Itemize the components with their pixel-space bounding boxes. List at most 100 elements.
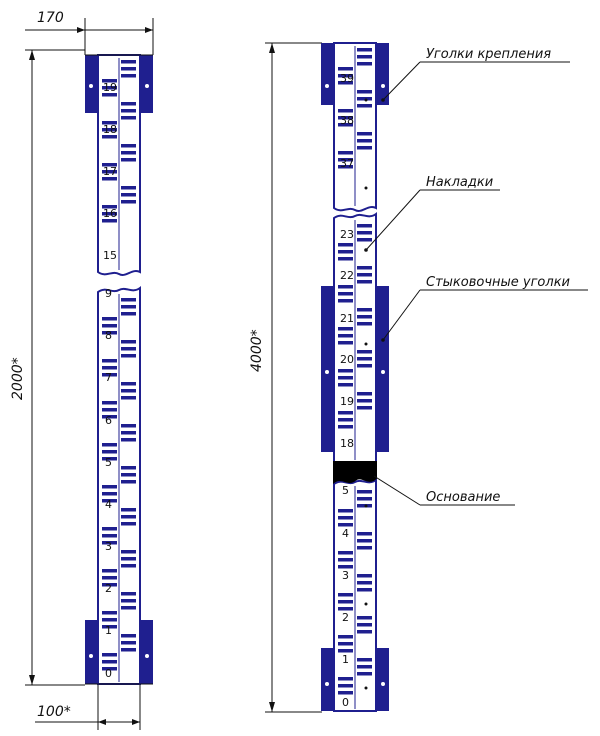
scale-tick	[102, 219, 117, 223]
left-rod-number: 19	[103, 81, 117, 94]
scale-tick	[102, 499, 117, 503]
scale-tick	[357, 273, 372, 277]
scale-tick	[357, 616, 372, 620]
scale-tick	[357, 588, 372, 592]
scale-tick	[102, 128, 117, 132]
scale-tick	[102, 653, 117, 657]
scale-tick	[102, 79, 117, 83]
scale-tick	[102, 93, 117, 97]
scale-tick	[121, 298, 136, 302]
scale-tick	[338, 551, 353, 555]
scale-tick	[121, 480, 136, 484]
right-rod: 39 38 37 23 22 21 20 19 18 5 4 3 2 1 0	[321, 42, 389, 712]
scale-tick	[357, 490, 372, 494]
callout-mounting-brackets: Уголки крепления	[426, 47, 551, 62]
scale-tick	[338, 292, 353, 296]
left-rod-number: 9	[105, 287, 112, 300]
right-mounting-bracket-top	[321, 43, 389, 105]
scale-tick	[121, 109, 136, 113]
callout-joint-brackets: Стыковочные уголки	[426, 275, 570, 290]
scale-tick	[357, 308, 372, 312]
left-rod-number: 17	[103, 165, 117, 178]
scale-tick	[357, 48, 372, 52]
dimension-arrows	[29, 27, 275, 725]
scale-tick	[121, 648, 136, 652]
scale-tick	[121, 347, 136, 351]
scale-tick	[357, 574, 372, 578]
scale-tick	[121, 158, 136, 162]
scale-tick	[338, 376, 353, 380]
scale-tick	[102, 492, 117, 496]
scale-tick	[121, 606, 136, 610]
scale-tick	[357, 672, 372, 676]
scale-tick	[357, 364, 372, 368]
scale-tick	[121, 550, 136, 554]
dimension-width-bottom: 100*	[37, 704, 71, 720]
scale-tick	[121, 144, 136, 148]
scale-tick	[338, 158, 353, 162]
scale-tick	[121, 102, 136, 106]
scale-tick	[357, 623, 372, 627]
left-rod-number: 0	[105, 667, 112, 680]
left-rod-ticks-lower	[102, 298, 136, 671]
right-rod-number: 19	[340, 395, 354, 408]
right-rod-number: 3	[342, 569, 349, 582]
scale-tick	[338, 116, 353, 120]
scale-tick	[102, 366, 117, 370]
left-rod-number: 4	[105, 498, 112, 511]
left-rod-number: 8	[105, 329, 112, 342]
scale-tick	[357, 406, 372, 410]
scale-tick	[338, 418, 353, 422]
scale-tick	[357, 546, 372, 550]
scale-tick	[338, 327, 353, 331]
scale-tick	[121, 592, 136, 596]
scale-tick	[357, 357, 372, 361]
right-rod-number: 21	[340, 312, 354, 325]
dimension-height-right: 4000*	[249, 329, 265, 372]
scale-tick	[338, 691, 353, 695]
scale-tick	[357, 399, 372, 403]
scale-tick	[121, 193, 136, 197]
scale-tick	[102, 205, 117, 209]
right-joint-brackets	[321, 286, 389, 452]
right-rod-base	[333, 461, 377, 484]
scale-tick	[121, 515, 136, 519]
scale-tick	[338, 74, 353, 78]
left-mounting-bracket-bottom	[85, 620, 153, 685]
scale-tick	[357, 55, 372, 59]
scale-tick	[102, 324, 117, 328]
callout-leaders	[365, 61, 588, 506]
right-rod-number: 5	[342, 484, 349, 497]
right-rod-bottom-segment	[333, 478, 377, 712]
right-rod-number: 1	[342, 653, 349, 666]
scale-tick	[338, 369, 353, 373]
scale-tick	[121, 305, 136, 309]
scale-tick	[357, 97, 372, 101]
scale-tick	[357, 504, 372, 508]
scale-tick	[102, 618, 117, 622]
scale-tick	[121, 200, 136, 204]
scale-tick	[338, 607, 353, 611]
callout-base: Основание	[426, 490, 500, 505]
scale-tick	[338, 243, 353, 247]
scale-tick	[102, 660, 117, 664]
scale-tick	[121, 151, 136, 155]
scale-tick	[102, 625, 117, 629]
left-rod-ticks-upper	[102, 60, 136, 223]
left-rod-number: 2	[105, 582, 112, 595]
scale-tick	[338, 516, 353, 520]
scale-tick	[357, 630, 372, 634]
right-rod-middle-segment	[333, 212, 377, 463]
scale-tick	[121, 312, 136, 316]
dimension-lines	[25, 18, 322, 730]
right-rod-number: 20	[340, 353, 354, 366]
scale-tick	[338, 523, 353, 527]
scale-tick	[357, 350, 372, 354]
scale-tick	[338, 383, 353, 387]
scale-tick	[357, 280, 372, 284]
right-rod-ticks-bottom	[338, 490, 372, 695]
scale-tick	[121, 641, 136, 645]
scale-tick	[338, 123, 353, 127]
right-rod-number: 39	[340, 72, 354, 85]
scale-tick	[338, 558, 353, 562]
